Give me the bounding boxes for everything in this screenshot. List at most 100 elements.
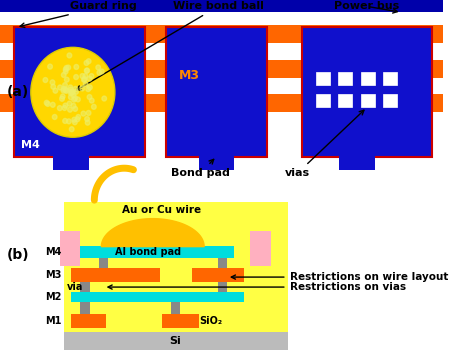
Circle shape (102, 96, 107, 101)
Circle shape (86, 110, 91, 115)
Circle shape (69, 127, 74, 132)
FancyBboxPatch shape (361, 94, 374, 107)
Circle shape (70, 89, 74, 94)
Text: Bond pad: Bond pad (171, 159, 230, 178)
FancyBboxPatch shape (316, 72, 330, 85)
Text: Guard ring: Guard ring (20, 1, 137, 27)
Text: Au or Cu wire: Au or Cu wire (122, 205, 201, 215)
Text: M1: M1 (46, 316, 62, 326)
Circle shape (81, 111, 86, 116)
Circle shape (84, 68, 89, 73)
FancyBboxPatch shape (0, 170, 443, 355)
FancyBboxPatch shape (0, 0, 443, 12)
FancyBboxPatch shape (80, 246, 235, 258)
Circle shape (82, 77, 86, 82)
Text: M2: M2 (46, 292, 62, 302)
Circle shape (97, 70, 102, 75)
Circle shape (68, 107, 73, 112)
Circle shape (73, 106, 78, 111)
FancyBboxPatch shape (99, 258, 109, 268)
FancyBboxPatch shape (301, 27, 432, 157)
FancyBboxPatch shape (80, 282, 90, 292)
Circle shape (44, 100, 49, 105)
Circle shape (73, 120, 77, 125)
Circle shape (67, 53, 72, 58)
Text: Al bond pad: Al bond pad (115, 247, 181, 257)
Text: Power bus: Power bus (334, 1, 400, 13)
FancyBboxPatch shape (71, 292, 244, 302)
FancyBboxPatch shape (64, 202, 288, 332)
Circle shape (74, 65, 79, 70)
Circle shape (51, 84, 55, 89)
Circle shape (91, 104, 96, 109)
Text: via: via (67, 282, 83, 292)
Circle shape (85, 116, 90, 121)
FancyBboxPatch shape (0, 25, 443, 43)
Circle shape (80, 86, 84, 91)
Circle shape (62, 105, 67, 110)
Circle shape (86, 59, 91, 64)
Circle shape (82, 77, 87, 82)
Circle shape (89, 73, 94, 78)
FancyBboxPatch shape (64, 332, 288, 350)
Circle shape (73, 95, 78, 101)
Text: M3: M3 (46, 270, 62, 280)
FancyBboxPatch shape (361, 72, 374, 85)
Circle shape (62, 72, 66, 77)
Circle shape (90, 98, 94, 103)
Text: Restrictions on vias: Restrictions on vias (108, 282, 406, 292)
Circle shape (96, 65, 100, 70)
Circle shape (84, 60, 89, 65)
Circle shape (85, 120, 90, 125)
Circle shape (63, 119, 67, 124)
Circle shape (64, 77, 69, 82)
Circle shape (76, 115, 81, 120)
Circle shape (71, 89, 75, 94)
Text: M4: M4 (20, 140, 39, 150)
Text: vias: vias (285, 110, 364, 178)
Circle shape (68, 91, 73, 95)
Text: M3: M3 (179, 69, 201, 82)
Circle shape (71, 93, 76, 98)
FancyBboxPatch shape (218, 282, 227, 292)
Circle shape (46, 102, 50, 106)
Text: SiO₂: SiO₂ (199, 316, 222, 326)
Circle shape (69, 89, 73, 94)
Circle shape (61, 88, 66, 93)
Circle shape (61, 87, 66, 92)
Circle shape (86, 87, 91, 92)
Circle shape (80, 73, 85, 78)
FancyBboxPatch shape (199, 154, 235, 170)
FancyBboxPatch shape (338, 72, 352, 85)
Circle shape (66, 65, 71, 70)
FancyBboxPatch shape (250, 231, 271, 266)
Text: Restrictions on wire layout: Restrictions on wire layout (231, 272, 448, 282)
Circle shape (88, 85, 92, 90)
FancyBboxPatch shape (171, 302, 180, 314)
Circle shape (64, 88, 69, 93)
Circle shape (43, 77, 48, 83)
Circle shape (31, 47, 115, 137)
FancyBboxPatch shape (338, 94, 352, 107)
Circle shape (87, 76, 92, 81)
Circle shape (100, 69, 104, 74)
Text: (a): (a) (7, 85, 29, 99)
Circle shape (64, 65, 69, 70)
FancyBboxPatch shape (53, 154, 89, 170)
FancyBboxPatch shape (60, 231, 80, 266)
FancyBboxPatch shape (0, 0, 443, 170)
Text: Wire bond ball: Wire bond ball (77, 1, 264, 90)
FancyBboxPatch shape (0, 60, 443, 78)
Circle shape (57, 106, 62, 111)
Circle shape (74, 75, 78, 80)
Text: Si: Si (170, 336, 182, 346)
FancyBboxPatch shape (383, 94, 397, 107)
Circle shape (83, 82, 88, 87)
Circle shape (64, 67, 68, 72)
Circle shape (75, 117, 80, 122)
FancyBboxPatch shape (71, 314, 107, 328)
Circle shape (50, 80, 55, 85)
Circle shape (63, 83, 67, 88)
Circle shape (50, 102, 55, 107)
Circle shape (75, 97, 80, 102)
